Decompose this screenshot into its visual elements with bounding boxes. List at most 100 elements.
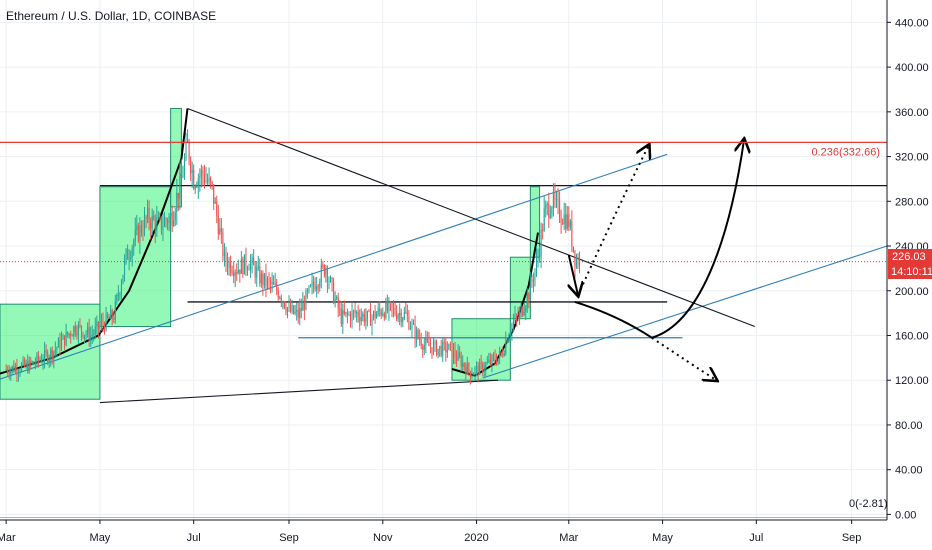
- candle-body: [542, 229, 544, 231]
- candle-body: [419, 337, 421, 340]
- candle-body: [406, 312, 408, 317]
- candle-body: [515, 315, 518, 317]
- candle-body: [280, 297, 282, 302]
- range-boxes: [0, 107, 541, 400]
- candle-body: [234, 272, 236, 276]
- candle-body: [142, 232, 144, 234]
- candle-body: [345, 312, 347, 314]
- candle-body: [171, 212, 173, 226]
- candle-body: [474, 368, 476, 375]
- trend-line[interactable]: [0, 153, 668, 380]
- candle-body: [182, 175, 184, 178]
- candle-body: [36, 354, 38, 364]
- range-box[interactable]: [529, 186, 541, 258]
- candle-body: [256, 267, 258, 278]
- projection-path[interactable]: [651, 336, 717, 380]
- candle-body: [368, 310, 370, 312]
- candle-body: [359, 317, 361, 322]
- candle-body: [87, 327, 89, 334]
- candle-body: [482, 363, 484, 373]
- candle-body: [449, 343, 451, 345]
- candle-body: [283, 301, 285, 308]
- candle-body: [226, 262, 229, 269]
- time-tick-label: May: [90, 532, 111, 544]
- candle-body: [245, 254, 247, 269]
- candle-body: [362, 313, 364, 317]
- candle-body: [188, 140, 190, 161]
- projection-path[interactable]: [651, 140, 744, 339]
- candle-body: [297, 309, 299, 318]
- candle-body: [231, 271, 233, 273]
- candle-body: [265, 273, 267, 286]
- candle-body: [259, 266, 261, 284]
- trend-line[interactable]: [482, 245, 888, 379]
- time-axis-ticks[interactable]: Mar May Jul Sep Nov 2020 Mar May Jul Sep: [0, 520, 861, 544]
- candle-body: [167, 221, 169, 224]
- candle-body: [216, 201, 218, 216]
- candle-body: [133, 241, 135, 248]
- candle-body: [16, 366, 18, 374]
- candle-body: [554, 192, 556, 201]
- projection-path[interactable]: [574, 300, 653, 339]
- candle-body: [100, 321, 102, 326]
- candle-body: [329, 277, 332, 282]
- candle-body: [13, 366, 15, 372]
- candle-body: [457, 352, 459, 361]
- candle-body: [39, 360, 41, 362]
- candle-body: [48, 358, 50, 362]
- candle-body: [73, 326, 75, 336]
- candle-body: [526, 293, 528, 308]
- candle-body: [316, 286, 318, 290]
- price-tick-label: 0.00: [895, 509, 916, 521]
- candle-body: [532, 280, 534, 282]
- candle-body: [568, 214, 570, 227]
- time-tick-label: May: [652, 532, 673, 544]
- candle-body: [211, 181, 213, 185]
- candle-body: [445, 342, 447, 353]
- candle-body: [190, 160, 192, 174]
- candle-body: [308, 286, 310, 292]
- candle-body: [248, 269, 250, 271]
- candle-body: [130, 257, 132, 259]
- candle-body: [70, 333, 72, 336]
- candle-body: [416, 330, 418, 340]
- candle-body: [174, 212, 176, 220]
- candle-body: [20, 364, 23, 372]
- support-resistance-lines: [0, 184, 887, 339]
- candle-body: [102, 321, 104, 325]
- projection-path[interactable]: [569, 254, 578, 295]
- candle-body: [309, 285, 312, 287]
- candle-body: [389, 302, 392, 304]
- candle-body: [127, 249, 129, 260]
- candle-body: [5, 369, 7, 371]
- candle-body: [396, 313, 398, 319]
- range-box[interactable]: [99, 186, 172, 328]
- candle-body: [539, 256, 541, 258]
- candle-body: [45, 350, 47, 353]
- candle-body: [322, 265, 324, 267]
- range-box[interactable]: [0, 303, 101, 400]
- candle-body: [134, 229, 136, 242]
- candle-body: [253, 257, 255, 266]
- trend-line[interactable]: [99, 379, 499, 404]
- last-price-label: 226.03: [892, 251, 926, 263]
- candle-body: [369, 310, 372, 326]
- trend-line[interactable]: [187, 107, 755, 328]
- candle-body: [505, 340, 507, 354]
- price-axis-ticks[interactable]: 0.0040.0080.00120.00160.00200.00240.0028…: [887, 17, 929, 521]
- candle-body: [156, 218, 158, 231]
- candle-body: [282, 301, 284, 303]
- candle-body: [462, 362, 464, 367]
- candle-body: [429, 345, 431, 348]
- candle-body: [353, 310, 355, 312]
- candle-body: [199, 176, 201, 179]
- candle-body: [85, 333, 87, 335]
- candle-body: [373, 311, 375, 318]
- range-box[interactable]: [451, 318, 511, 381]
- candle-body: [7, 369, 9, 373]
- candle-body: [196, 186, 198, 188]
- candle-body: [535, 257, 538, 270]
- candle-body: [472, 374, 475, 376]
- price-tick-label: 440.00: [895, 17, 929, 29]
